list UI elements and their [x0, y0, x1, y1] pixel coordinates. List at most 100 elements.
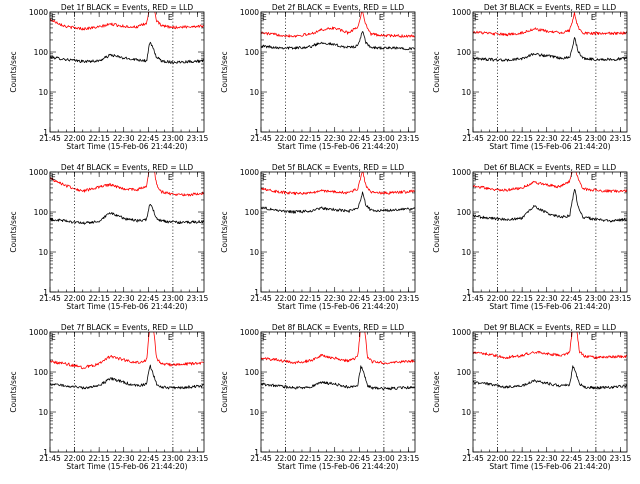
marker-left: E: [51, 333, 56, 342]
lld-series-line: [50, 172, 204, 197]
x-tick-label: 22:30: [324, 454, 346, 463]
x-tick-label: 22:15: [511, 134, 533, 143]
y-axis-label: Counts/sec: [9, 51, 18, 92]
x-tick-label: 22:15: [299, 294, 321, 303]
lld-series-line: [473, 332, 627, 360]
x-tick-label: 23:00: [162, 134, 184, 143]
plot-frame: [472, 331, 628, 453]
marker-left: E: [51, 13, 56, 22]
x-tick-label: 22:30: [536, 294, 558, 303]
panel-title: Det 7f BLACK = Events, RED = LLD: [61, 323, 194, 332]
x-tick-label: 22:15: [88, 134, 110, 143]
x-tick-label: 23:00: [585, 294, 607, 303]
x-tick-label: 23:15: [610, 454, 632, 463]
x-tick-label: 22:00: [487, 294, 509, 303]
y-tick-label: 1: [466, 448, 471, 457]
y-axis-label: Counts/sec: [9, 371, 18, 412]
x-axis-label: Start Time (15-Feb-06 21:44:20): [489, 302, 610, 311]
y-tick-label: 1: [43, 288, 48, 297]
x-tick-label: 22:45: [560, 294, 582, 303]
y-tick-label: 1000: [452, 8, 471, 17]
x-tick-label: 22:30: [324, 134, 346, 143]
x-tick-label: 22:45: [348, 454, 370, 463]
x-tick-label: 22:00: [275, 294, 297, 303]
events-series-line: [261, 31, 415, 51]
y-axis-label: Counts/sec: [432, 371, 441, 412]
panel-title: Det 4f BLACK = Events, RED = LLD: [61, 163, 194, 172]
x-axis-label: Start Time (15-Feb-06 21:44:20): [277, 302, 398, 311]
x-tick-label: 22:00: [64, 454, 86, 463]
y-tick-label: 10: [461, 248, 471, 257]
x-tick-label: 22:00: [64, 134, 86, 143]
plot-frame: [49, 171, 205, 293]
y-axis-label: Counts/sec: [9, 211, 18, 252]
y-tick-label: 10: [38, 408, 48, 417]
x-tick-label: 21:45: [462, 134, 484, 143]
y-tick-label: 1000: [452, 328, 471, 337]
y-tick-label: 1000: [452, 168, 471, 177]
x-tick-label: 22:45: [137, 294, 159, 303]
plot-frame: [472, 11, 628, 133]
y-tick-label: 10: [249, 88, 259, 97]
marker-right: E: [168, 13, 173, 22]
series-group: [50, 12, 204, 65]
x-tick-label: 22:30: [536, 134, 558, 143]
x-tick-label: 22:15: [88, 454, 110, 463]
y-axis-label: Counts/sec: [220, 371, 229, 412]
x-tick-label: 22:00: [487, 134, 509, 143]
x-tick-label: 23:00: [373, 134, 395, 143]
x-axis-label: Start Time (15-Feb-06 21:44:20): [489, 142, 610, 151]
x-tick-label: 22:45: [137, 454, 159, 463]
x-tick-label: 22:45: [348, 134, 370, 143]
x-tick-label: 23:15: [187, 454, 209, 463]
lld-series-line: [473, 12, 627, 37]
y-tick-label: 1000: [240, 328, 259, 337]
x-tick-label: 22:15: [299, 454, 321, 463]
events-series-line: [473, 189, 627, 223]
y-tick-label: 1: [254, 128, 259, 137]
panel-title: Det 6f BLACK = Events, RED = LLD: [484, 163, 617, 172]
events-series-line: [261, 365, 415, 391]
marker-left: E: [262, 333, 267, 342]
plot-frame: [49, 11, 205, 133]
x-tick-label: 22:30: [324, 294, 346, 303]
y-tick-label: 1: [466, 288, 471, 297]
x-tick-label: 23:00: [373, 454, 395, 463]
marker-right: E: [591, 333, 596, 342]
y-tick-label: 100: [34, 208, 49, 217]
marker-right: E: [168, 173, 173, 182]
x-tick-label: 21:45: [39, 134, 61, 143]
y-tick-label: 100: [245, 208, 260, 217]
x-axis-label: Start Time (15-Feb-06 21:44:20): [277, 142, 398, 151]
lld-series-line: [261, 172, 415, 196]
y-tick-label: 100: [34, 48, 49, 57]
y-tick-label: 1: [254, 448, 259, 457]
x-tick-label: 21:45: [250, 294, 272, 303]
series-group: [50, 172, 204, 225]
x-axis-label: Start Time (15-Feb-06 21:44:20): [66, 462, 187, 471]
x-tick-label: 22:45: [348, 294, 370, 303]
y-tick-label: 10: [461, 408, 471, 417]
x-axis-label: Start Time (15-Feb-06 21:44:20): [489, 462, 610, 471]
panel-title: Det 5f BLACK = Events, RED = LLD: [272, 163, 405, 172]
panel-title: Det 2f BLACK = Events, RED = LLD: [272, 3, 405, 12]
series-group: [261, 172, 415, 214]
series-group: [473, 172, 627, 223]
x-tick-label: 23:00: [162, 454, 184, 463]
x-axis-label: Start Time (15-Feb-06 21:44:20): [66, 142, 187, 151]
x-tick-label: 23:00: [162, 294, 184, 303]
x-tick-label: 23:15: [610, 294, 632, 303]
series-group: [473, 332, 627, 390]
x-tick-label: 22:15: [511, 454, 533, 463]
x-tick-label: 22:00: [275, 454, 297, 463]
y-axis-label: Counts/sec: [432, 51, 441, 92]
x-axis-label: Start Time (15-Feb-06 21:44:20): [66, 302, 187, 311]
marker-right: E: [379, 333, 384, 342]
marker-right: E: [379, 173, 384, 182]
plot-frame: [260, 11, 416, 133]
